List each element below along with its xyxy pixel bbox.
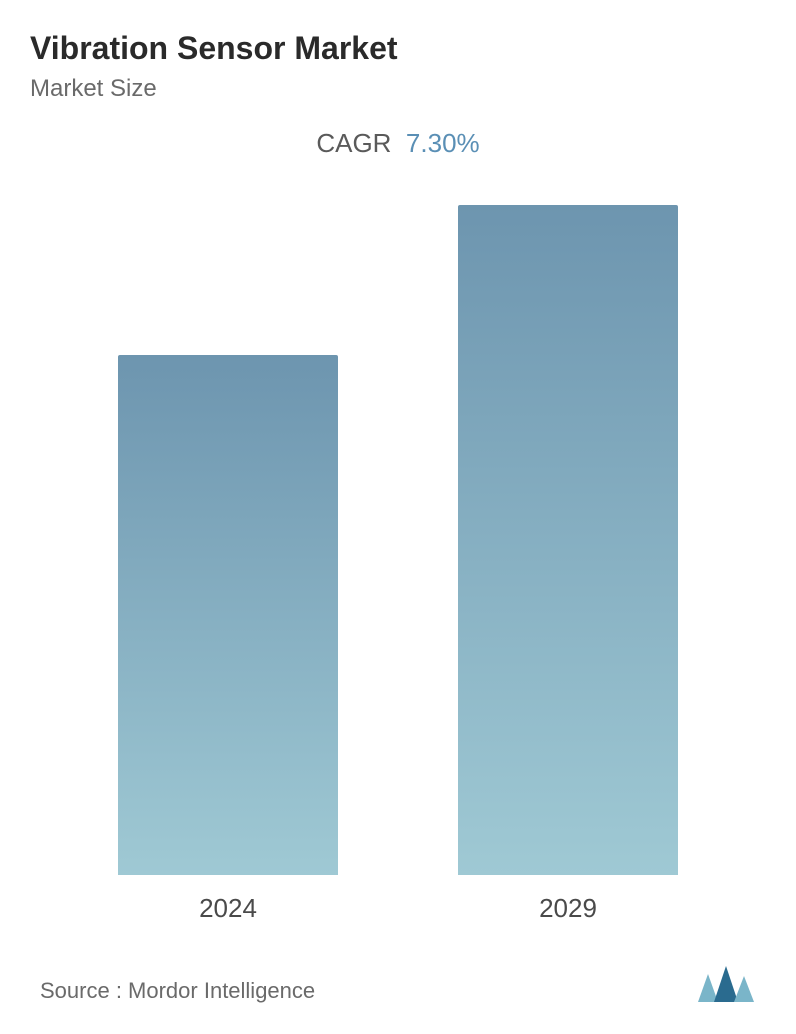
bar-label-2024: 2024 — [199, 893, 257, 924]
mordor-logo-icon — [696, 964, 756, 1004]
bar-2029 — [458, 205, 678, 875]
cagr-label: CAGR — [316, 128, 391, 158]
footer: Source : Mordor Intelligence — [30, 944, 766, 1014]
cagr-value: 7.30% — [406, 128, 480, 158]
cagr-section: CAGR 7.30% — [30, 128, 766, 159]
bar-2024 — [118, 355, 338, 875]
bar-label-2029: 2029 — [539, 893, 597, 924]
bar-group-2024: 2024 — [118, 355, 338, 924]
bar-chart: 2024 2029 — [30, 169, 766, 924]
bar-group-2029: 2029 — [458, 205, 678, 924]
page-title: Vibration Sensor Market — [30, 30, 766, 67]
source-text: Source : Mordor Intelligence — [40, 978, 315, 1004]
page-subtitle: Market Size — [30, 75, 766, 103]
chart-container: Vibration Sensor Market Market Size CAGR… — [0, 0, 796, 1034]
